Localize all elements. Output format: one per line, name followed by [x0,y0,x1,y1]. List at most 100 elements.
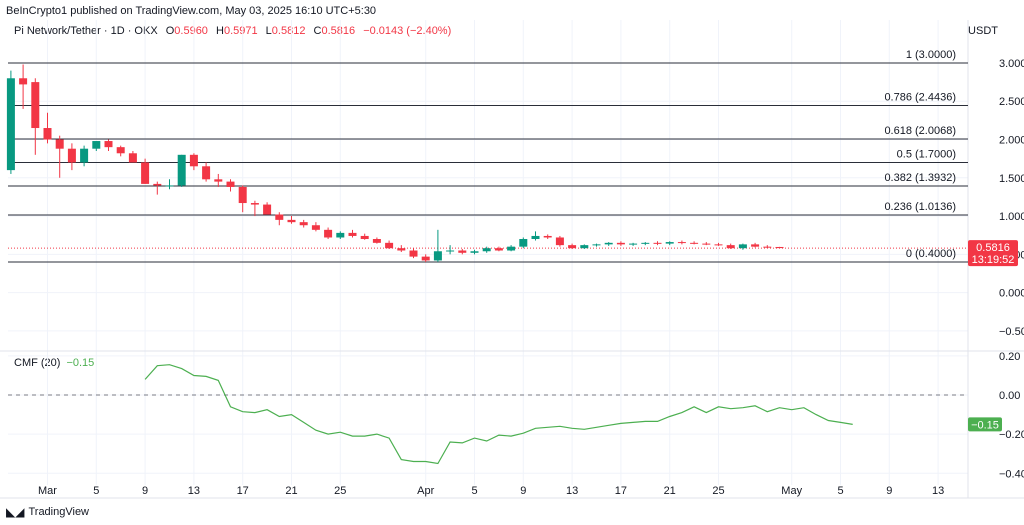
time-axis-tick: 9 [520,485,526,497]
time-axis-tick: 5 [93,485,99,497]
candle-down [19,78,28,85]
cmf-axis-tick: −0.20 [999,429,1024,441]
candle-up [177,154,186,186]
price-axis-tick: −0.5000 [999,326,1024,338]
candle-down [31,82,40,129]
cmf-axis-tick: 0.00 [999,390,1020,402]
time-axis-tick: 13 [566,485,578,497]
fib-level-label: 0.5 (1.7000) [897,148,956,160]
candle-down [372,239,381,243]
candle-down [543,235,552,238]
price-axis-tick: 1.0000 [999,211,1024,223]
candle-down [751,244,760,247]
candle-down [714,244,723,246]
cmf-axis-tick: −0.40 [999,468,1024,480]
candle-up [80,148,89,163]
footer-brand[interactable]: ◣◢ TradingView [6,505,89,519]
symbol-name: Pi Network/Tether · 1D · OKX [14,25,158,37]
price-axis-tick: 1.5000 [999,173,1024,185]
high-label: H [216,25,224,37]
fib-level-label: 1 (3.0000) [906,49,956,61]
time-axis-tick: Apr [417,485,434,497]
cmf-value-tag: −0.15 [968,417,1002,432]
price-axis-tick: 0.0000 [999,288,1024,300]
candle-down [555,237,564,246]
last-price-tag-bg [968,240,1018,267]
candle-up [665,242,674,244]
high-value: 0.5971 [223,25,258,37]
candle-down [726,245,735,249]
candle-down [397,248,406,251]
price-axis-tick: 3.0000 [999,58,1024,70]
candle-down [494,248,503,251]
candle-up [6,78,15,171]
time-axis-tick: 25 [712,485,724,497]
close-label: C [313,25,322,37]
open-value: 0.5960 [174,25,208,37]
candle-up [482,248,491,252]
last-price-value: 0.5816 [976,242,1010,254]
candle-down [153,183,162,186]
cmf-label: CMF (20) [14,357,61,369]
time-axis-tick: 21 [664,485,676,497]
symbol-legend: Pi Network/Tether · 1D · OKX O0.5960 H0.… [14,25,451,37]
time-axis-tick: 13 [932,485,944,497]
fib-level-label: 0.618 (2.0068) [884,125,956,137]
candle-down [238,186,247,204]
time-axis-tick: 25 [334,485,346,497]
candle-down [421,256,430,261]
candle-down [311,225,320,230]
candle-down [189,154,198,167]
low-value: 0.5812 [271,25,306,37]
change-value: −0.0143 (−2.40%) [363,25,452,37]
candle-down [141,162,150,184]
price-axis-tick: 2.5000 [999,96,1024,108]
close-value: 0.5816 [321,25,356,37]
fib-level-label: 0 (0.4000) [906,248,956,260]
candle-down [616,242,625,245]
published-byline: BeInCrypto1 published on TradingView.com… [6,5,377,17]
cmf-axis-tick: 0.20 [999,351,1020,363]
time-axis-tick: 5 [837,485,843,497]
fib-level-label: 0.236 (1.0136) [884,201,956,213]
candle-up [519,239,528,247]
brand-name: TradingView [28,506,90,518]
candle-up [592,244,601,246]
time-axis-tick: 13 [188,485,200,497]
candle-up [446,250,455,252]
candle-down [677,242,686,244]
candle-down [690,242,699,244]
candle-down [67,148,76,163]
cmf-value: −0.15 [66,357,95,369]
candle-down [568,245,577,249]
candle-up [641,242,650,244]
candle-down [775,246,784,249]
candle-down [43,128,52,140]
candle-up [531,235,540,240]
cmf-tag-bg [968,417,1002,432]
candle-up [604,242,613,245]
fib-level-label: 0.382 (1.3932) [884,172,956,184]
candle-down [104,141,113,148]
time-axis-tick: 9 [142,485,148,497]
candle-up [92,141,101,149]
candle-up [470,251,479,253]
candle-down [299,222,308,226]
candle-down [275,214,284,220]
tradingview-logo-icon: ◣◢ [6,505,25,519]
candle-up [580,245,589,249]
candle-down [653,242,662,244]
candle-down [324,229,333,238]
time-axis-tick: 5 [471,485,477,497]
candle-down [226,181,235,187]
candle-down [763,246,772,248]
candle-down [702,243,711,245]
fib-level-label: 0.786 (2.4436) [884,92,956,104]
cmf-line [144,364,853,465]
time-axis-tick: 17 [615,485,627,497]
candle-down [458,250,467,253]
cmf-tag-value: −0.15 [971,419,999,431]
candle-down [348,232,357,236]
